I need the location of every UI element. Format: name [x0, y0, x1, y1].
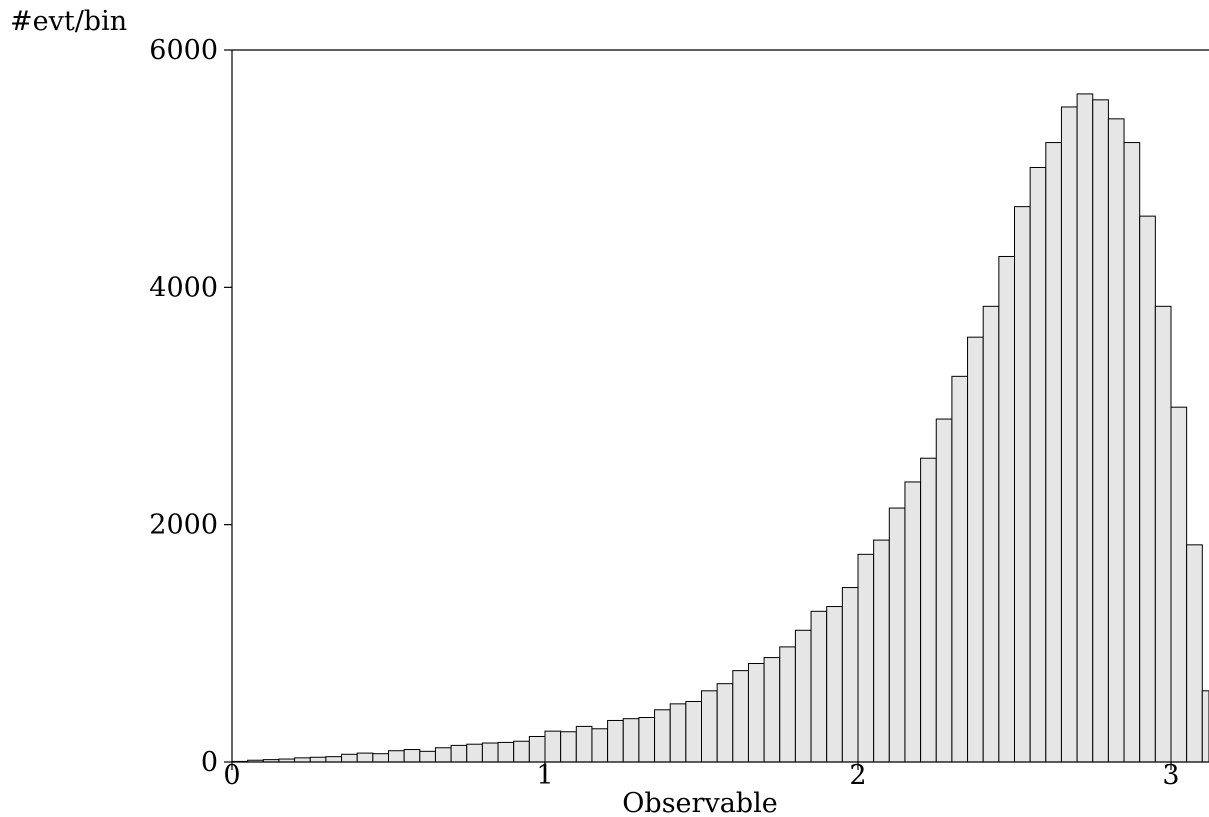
histogram-bar [419, 750, 436, 763]
x-tick-label: 2 [849, 760, 866, 791]
histogram-bar [1029, 166, 1047, 763]
histogram-bar [716, 683, 734, 763]
histogram-bar [575, 725, 593, 763]
histogram-bar [841, 587, 859, 763]
histogram-bar [810, 610, 828, 763]
y-tick-label: 0 [201, 747, 218, 778]
histogram-bar [309, 756, 327, 763]
y-axis-label: #evt/bin [10, 6, 127, 37]
histogram-bar [920, 457, 937, 763]
histogram-bar [732, 670, 749, 763]
histogram-bar [388, 750, 405, 763]
histogram-bar [1123, 142, 1141, 763]
histogram-bar [1170, 406, 1188, 763]
histogram-bar [497, 741, 515, 763]
histogram-bar [747, 663, 765, 763]
histogram-bar [372, 753, 390, 763]
histogram-bar [607, 719, 624, 763]
histogram-bar [638, 717, 656, 763]
histogram-bar [685, 700, 702, 763]
histogram-bar [356, 752, 374, 763]
histogram-bar [951, 375, 969, 763]
histogram-bar [779, 646, 796, 763]
histogram-bar [1014, 206, 1031, 763]
histogram-bar [701, 690, 718, 763]
histogram-bar [1154, 305, 1172, 763]
histogram-bar [1107, 118, 1125, 763]
y-ticks: 0 2000 4000 6000 [149, 35, 232, 778]
histogram-bar [513, 740, 530, 763]
x-tick-label: 3 [1162, 760, 1179, 791]
histogram-bar [294, 757, 311, 763]
x-axis-label: Observable [622, 788, 777, 817]
histogram-bar [544, 730, 562, 763]
histogram-bar [1186, 544, 1203, 763]
histogram-bar [403, 749, 421, 763]
histogram-bar [982, 305, 1000, 763]
histogram-bar [466, 743, 483, 763]
histogram-bar [935, 418, 953, 763]
x-tick-label: 1 [536, 760, 553, 791]
histogram-bar [1201, 690, 1209, 763]
histogram-bar [826, 606, 843, 763]
histogram-bar [873, 539, 890, 763]
histogram-bar [763, 657, 781, 763]
histogram-bar [434, 747, 452, 763]
histogram-bar [904, 481, 922, 763]
histogram-bar [622, 718, 640, 763]
histogram-bars [231, 93, 1209, 763]
x-ticks: 0 1 2 3 [223, 760, 1179, 791]
histogram-bar [481, 742, 499, 763]
histogram-bar [857, 553, 875, 763]
histogram-bar [1139, 215, 1156, 763]
histogram-bar [998, 255, 1015, 763]
histogram-bar [669, 703, 687, 763]
histogram-bar [450, 744, 468, 763]
y-tick-label: 6000 [149, 35, 218, 66]
y-tick-label: 2000 [149, 510, 218, 541]
histogram-bar [528, 735, 546, 763]
histogram-bar [1092, 99, 1109, 763]
histogram-bar [341, 753, 358, 763]
histogram-bar [591, 728, 609, 763]
histogram-bar [560, 731, 577, 763]
histogram-bar [1076, 93, 1094, 763]
histogram-bar [967, 336, 984, 763]
x-tick-label: 0 [223, 760, 240, 791]
histogram-bar [794, 629, 812, 763]
histogram-bar [325, 756, 343, 763]
histogram-bar [1045, 142, 1062, 763]
histogram-bar [1060, 106, 1078, 763]
histogram-bar [654, 709, 671, 763]
histogram-bar [888, 507, 906, 763]
y-tick-label: 4000 [149, 272, 218, 303]
